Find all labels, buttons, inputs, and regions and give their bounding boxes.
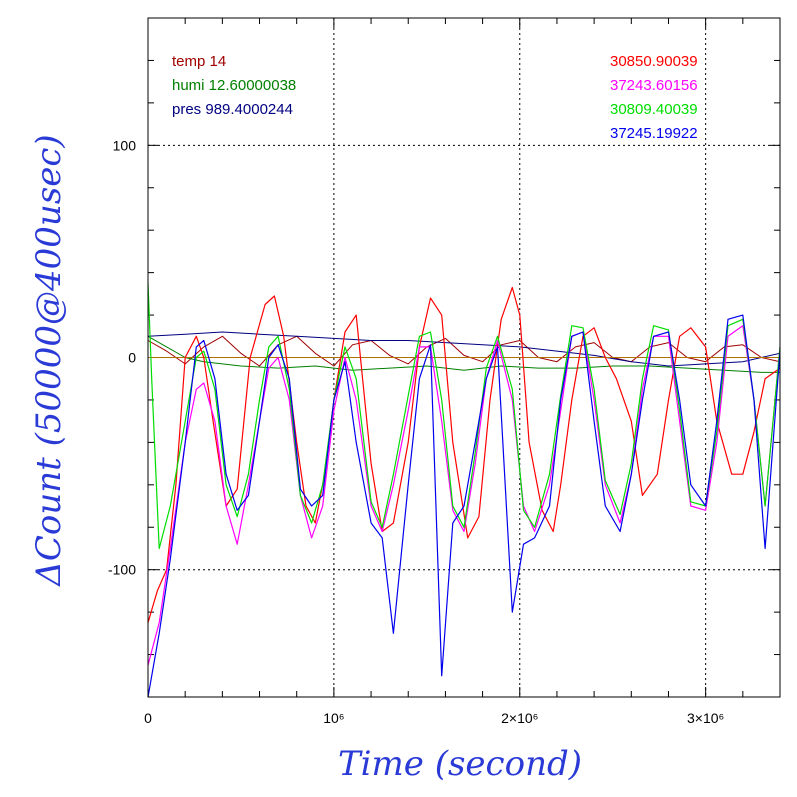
series-legend-item: 30850.90039 bbox=[610, 53, 698, 70]
series-legend-item: 30809.40039 bbox=[610, 101, 698, 118]
y-tick-label: 100 bbox=[113, 137, 137, 153]
plot-frame bbox=[147, 17, 781, 698]
series-legend-item: 37245.19922 bbox=[610, 125, 698, 142]
y-tick-label: -100 bbox=[108, 562, 136, 578]
series-line-temp bbox=[147, 335, 781, 367]
series-line-30850-90039 bbox=[147, 286, 781, 623]
x-tick-label: 10⁶ bbox=[323, 710, 344, 726]
env-legend-humi: humi 12.60000038 bbox=[172, 77, 296, 94]
x-tick-label: 0 bbox=[144, 710, 152, 726]
y-tick-label: 0 bbox=[128, 350, 136, 366]
x-tick-label: 2×10⁶ bbox=[501, 710, 538, 726]
x-tick-label: 3×10⁶ bbox=[687, 710, 724, 726]
series-line-37245-19922 bbox=[147, 314, 781, 698]
series-line-37243-60156 bbox=[147, 325, 781, 666]
series-legend-item: 37243.60156 bbox=[610, 77, 698, 94]
env-legend-pres: pres 989.4000244 bbox=[172, 101, 293, 118]
series-line-30809-40039 bbox=[147, 283, 781, 550]
y-axis-title: ΔCount (50000@400usec) bbox=[29, 134, 69, 587]
env-legend-temp: temp 14 bbox=[172, 53, 226, 70]
x-axis-title: Time (second) bbox=[338, 744, 582, 784]
